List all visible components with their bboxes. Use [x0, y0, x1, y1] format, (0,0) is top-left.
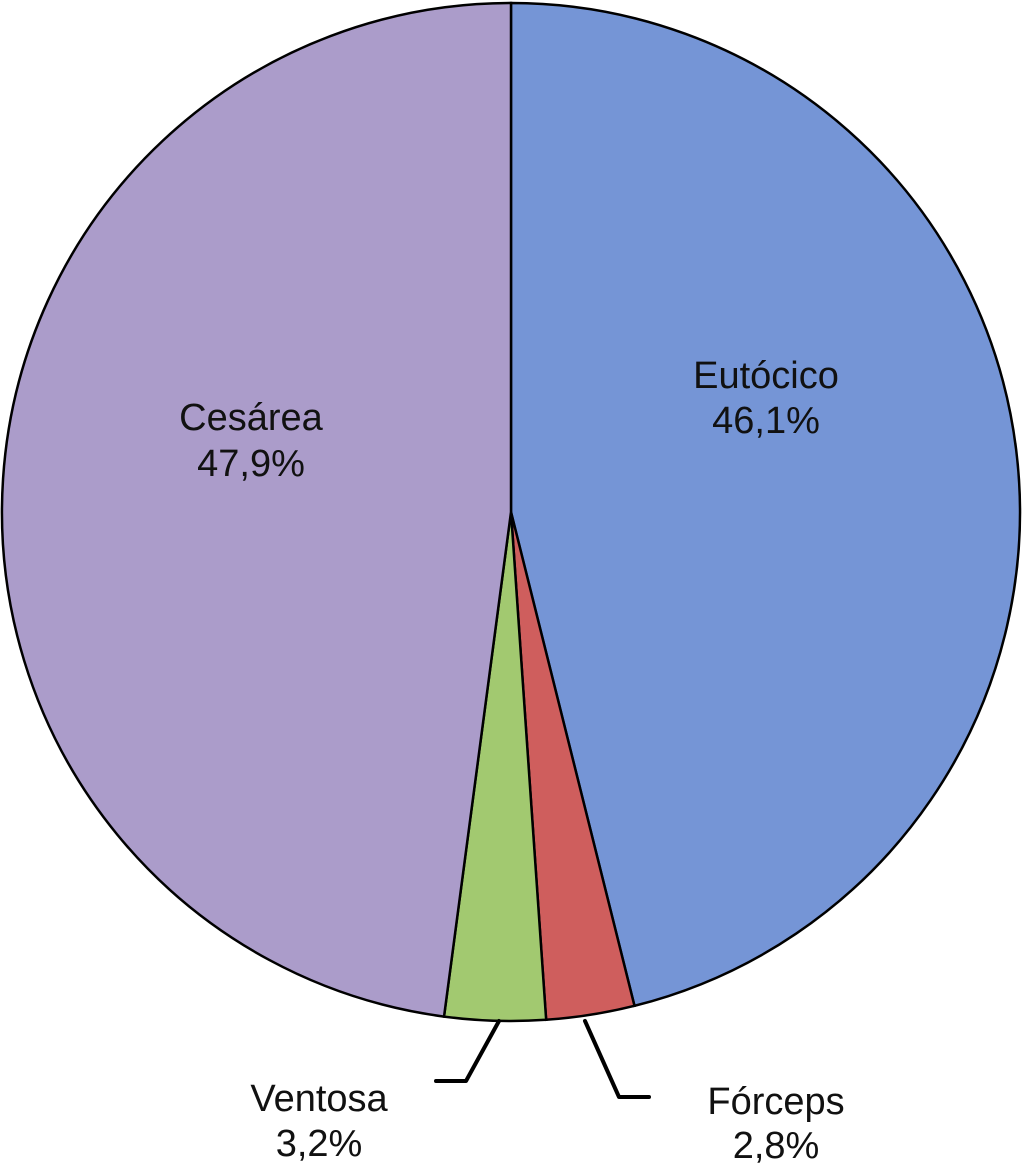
forceps-slice-percent: 2,8% — [733, 1125, 820, 1167]
ventosa-leader-line — [434, 1019, 501, 1083]
cesarea-slice-label: Cesárea — [179, 397, 323, 439]
eutocico-slice-label: Eutócico — [693, 355, 839, 397]
labels-group: Eutócico 46,1% Cesárea 47,9% Ventosa 3,2… — [179, 355, 844, 1167]
pie-slice-cesarea — [0, 1, 513, 1018]
ventosa-slice-percent: 3,2% — [276, 1123, 363, 1165]
eutocico-slice-percent: 46,1% — [712, 400, 820, 442]
pie-slice-eutocico — [509, 1, 1022, 1008]
cesarea-slice-percent: 47,9% — [197, 443, 305, 485]
ventosa-slice-label: Ventosa — [250, 1078, 388, 1120]
forceps-slice-label: Fórceps — [707, 1081, 844, 1123]
callout-lines-group — [434, 1019, 651, 1099]
pie-slices-group — [0, 1, 1022, 1023]
forceps-leader-line — [583, 1019, 651, 1099]
